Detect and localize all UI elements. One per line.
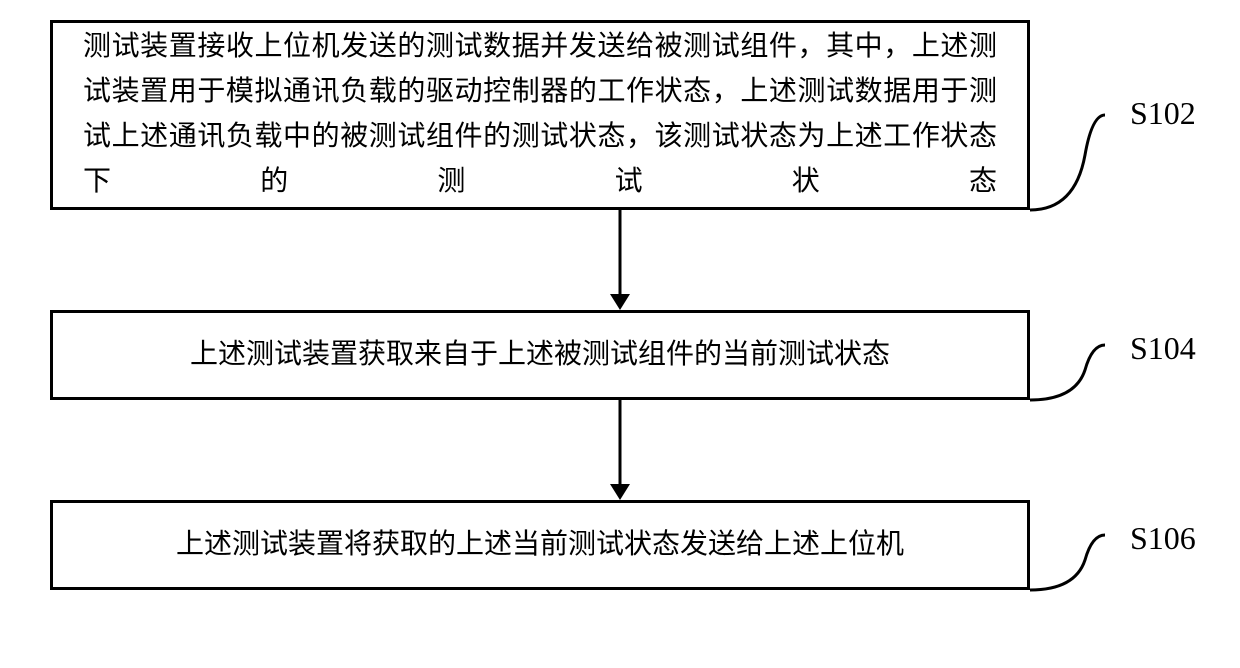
step-box-s102: 测试装置接收上位机发送的测试数据并发送给被测试组件，其中，上述测试装置用于模拟通… bbox=[50, 20, 1030, 210]
step-text-s106: 上述测试装置将获取的上述当前测试状态发送给上述上位机 bbox=[83, 523, 997, 568]
step-box-s104: 上述测试装置获取来自于上述被测试组件的当前测试状态 bbox=[50, 310, 1030, 400]
step-label-s102: S102 bbox=[1130, 95, 1196, 132]
arrow-s102-s104 bbox=[610, 210, 630, 310]
step-label-s106: S106 bbox=[1130, 520, 1196, 557]
arrow-s104-s106 bbox=[610, 400, 630, 500]
step-text-s102: 测试装置接收上位机发送的测试数据并发送给被测试组件，其中，上述测试装置用于模拟通… bbox=[83, 25, 997, 204]
step-box-s106: 上述测试装置将获取的上述当前测试状态发送给上述上位机 bbox=[50, 500, 1030, 590]
step-text-s104: 上述测试装置获取来自于上述被测试组件的当前测试状态 bbox=[83, 333, 997, 378]
flowchart-container: 测试装置接收上位机发送的测试数据并发送给被测试组件，其中，上述测试装置用于模拟通… bbox=[0, 0, 1240, 668]
step-label-s104: S104 bbox=[1130, 330, 1196, 367]
